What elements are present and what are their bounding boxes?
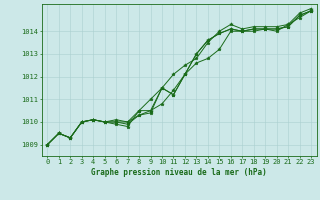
X-axis label: Graphe pression niveau de la mer (hPa): Graphe pression niveau de la mer (hPa) [91,168,267,177]
